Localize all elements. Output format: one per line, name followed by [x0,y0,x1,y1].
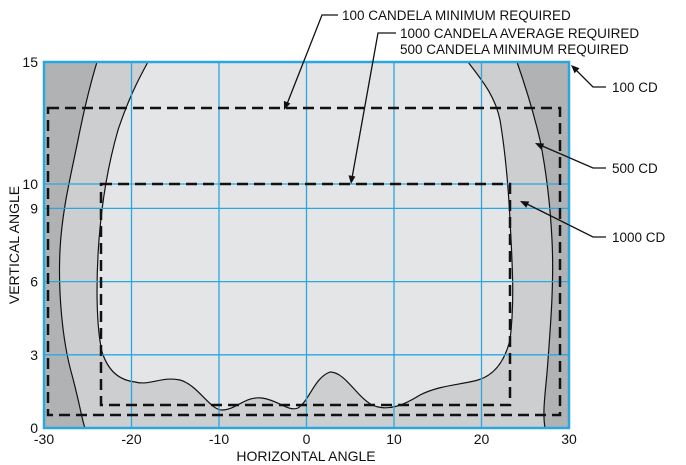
requirement-box-1000-avg [99,182,512,407]
zone-arrow-100-cd [571,65,580,74]
x-tick-label: 10 [386,431,402,447]
x-tick-label: -20 [121,431,141,447]
callout-500-cd-minimum-label: 500 CANDELA MINIMUM REQUIRED [400,42,629,57]
y-tick-label: 10 [22,176,38,192]
callout-100-cd-minimum-label: 100 CANDELA MINIMUM REQUIRED [342,8,571,23]
requirement-box-100-cd [46,106,562,417]
x-axis-tick-labels: -30 -20 -10 0 10 20 30 [34,431,577,447]
y-tick-label: 15 [22,54,38,70]
y-axis-tick-labels: 0 3 6 9 10 15 [22,54,38,436]
y-tick-label: 0 [30,420,38,436]
y-tick-label: 9 [30,200,38,216]
y-tick-label: 3 [30,347,38,363]
x-tick-label: -10 [209,431,229,447]
x-tick-label: 20 [474,431,490,447]
zone-leader-100-cd [574,68,606,88]
x-tick-label: -30 [34,431,54,447]
callout-1000-cd-average-arrow [348,175,356,184]
zone-leader-500-cd [539,144,606,169]
callout-1000-cd-average-label: 1000 CANDELA AVERAGE REQUIRED [400,26,639,41]
zone-arrow-500-cd [535,143,545,150]
zone-1000-cd [96,62,514,411]
zone-label-100-cd: 100 CD [612,80,658,95]
zone-label-1000-cd: 1000 CD [612,230,666,245]
callout-1000-cd-average-leader [351,32,396,179]
x-axis-title: HORIZONTAL ANGLE [236,448,375,464]
zone-arrow-1000-cd [520,201,530,208]
plot-frame [42,60,571,430]
y-tick-label: 6 [30,274,38,290]
zone-label-500-cd: 500 CD [612,161,658,176]
callout-100-cd-minimum-leader [286,14,338,105]
callout-100-cd-minimum-arrow [283,100,291,110]
zone-leader-1000-cd [524,202,606,238]
y-axis-title: VERTICAL ANGLE [6,186,22,304]
grid-lines [44,62,569,428]
x-tick-label: 0 [303,431,311,447]
x-tick-label: 30 [561,431,577,447]
